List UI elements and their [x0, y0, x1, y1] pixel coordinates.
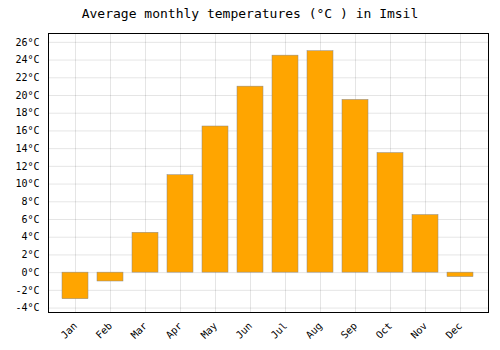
svg-text:Dec: Dec — [444, 320, 465, 341]
svg-text:Nov: Nov — [409, 320, 430, 341]
svg-text:-4°C: -4°C — [15, 302, 39, 313]
html-text:Average monthly temperatures (: Average monthly temperatures (°C ) in Im… — [81, 6, 419, 21]
svg-text:10°C: 10°C — [15, 178, 39, 189]
svg-text:May: May — [199, 320, 220, 341]
svg-text:Sep: Sep — [339, 320, 360, 341]
svg-text:-2°C: -2°C — [15, 285, 39, 296]
svg-text:Jun: Jun — [234, 320, 255, 341]
svg-text:16°C: 16°C — [15, 125, 39, 136]
svg-text:6°C: 6°C — [21, 214, 39, 225]
svg-text:Mar: Mar — [129, 320, 150, 341]
svg-text:2°C: 2°C — [21, 249, 39, 260]
svg-text:18°C: 18°C — [15, 107, 39, 118]
svg-text:Feb: Feb — [94, 320, 115, 341]
svg-text:Aug: Aug — [304, 320, 325, 341]
svg-text:Jul: Jul — [269, 320, 290, 341]
svg-text:20°C: 20°C — [15, 90, 39, 101]
svg-text:14°C: 14°C — [15, 143, 39, 154]
svg-text:22°C: 22°C — [15, 72, 39, 83]
svg-text:26°C: 26°C — [15, 37, 39, 48]
svg-text:Jan: Jan — [59, 320, 80, 341]
svg-text:4°C: 4°C — [21, 231, 39, 242]
svg-text:12°C: 12°C — [15, 161, 39, 172]
svg-text:24°C: 24°C — [15, 54, 39, 65]
svg-text:8°C: 8°C — [21, 196, 39, 207]
svg-text:0°C: 0°C — [21, 267, 39, 278]
svg-text:Oct: Oct — [374, 320, 395, 341]
svg-text:Apr: Apr — [164, 320, 185, 341]
